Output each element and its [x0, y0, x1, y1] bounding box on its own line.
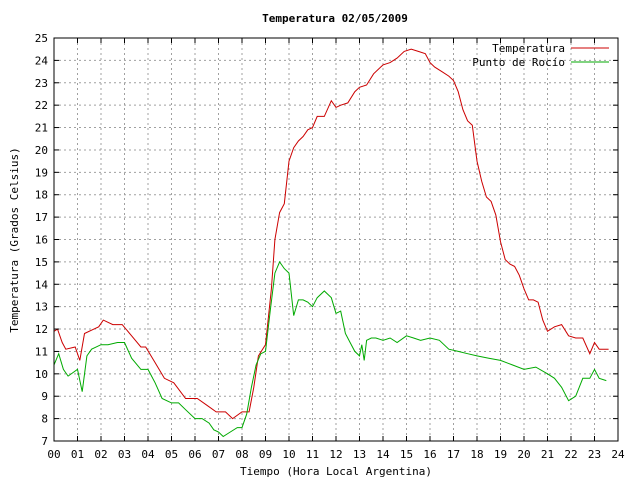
x-tick-label: 11: [306, 448, 319, 461]
x-tick-label: 08: [235, 448, 248, 461]
x-tick-label: 10: [282, 448, 295, 461]
y-tick-label: 23: [35, 77, 48, 90]
series-line-punto-de-rocio: [53, 260, 607, 438]
y-tick-label: 21: [35, 122, 48, 135]
x-tick-label: 06: [188, 448, 201, 461]
x-tick-label: 04: [141, 448, 155, 461]
grid-lines: [54, 38, 618, 441]
y-tick-label: 14: [35, 278, 49, 291]
y-tick-label: 9: [41, 390, 48, 403]
x-tick-label: 09: [259, 448, 272, 461]
y-tick-label: 17: [35, 211, 48, 224]
y-tick-label: 15: [35, 256, 48, 269]
x-tick-label: 24: [611, 448, 625, 461]
y-tick-label: 10: [35, 368, 48, 381]
y-tick-label: 13: [35, 301, 48, 314]
x-tick-label: 20: [517, 448, 530, 461]
x-tick-label: 13: [353, 448, 366, 461]
x-tick-label: 12: [329, 448, 342, 461]
y-tick-label: 20: [35, 144, 48, 157]
x-tick-label: 14: [376, 448, 390, 461]
x-tick-label: 05: [165, 448, 178, 461]
x-tick-label: 15: [400, 448, 413, 461]
x-tick-label: 17: [447, 448, 460, 461]
legend-label: Punto de Rocío: [472, 56, 565, 69]
x-tick-label: 03: [118, 448, 131, 461]
chart-title: Temperatura 02/05/2009: [262, 12, 408, 25]
y-tick-label: 22: [35, 99, 48, 112]
x-tick-label: 21: [541, 448, 554, 461]
x-axis-ticks: 00 01 02 03 04 05 06 07 08 09 10 11 12 13 14 15 16 17 18 19…: [47, 38, 625, 461]
y-tick-label: 11: [35, 345, 48, 358]
y-tick-label: 19: [35, 166, 48, 179]
y-tick-label: 24: [35, 54, 49, 67]
y-axis-label: Temperatura (Grados Celsius): [8, 147, 21, 332]
x-tick-label: 19: [494, 448, 507, 461]
x-tick-label: 01: [71, 448, 84, 461]
x-tick-label: 00: [47, 448, 60, 461]
y-tick-label: 12: [35, 323, 48, 336]
y-tick-label: 16: [35, 234, 48, 247]
x-tick-label: 23: [588, 448, 601, 461]
y-tick-label: 25: [35, 32, 48, 45]
x-tick-label: 07: [212, 448, 225, 461]
series-line-temperatura: [53, 48, 609, 420]
y-tick-label: 18: [35, 189, 48, 202]
series-layer: [53, 48, 609, 438]
x-tick-label: 16: [423, 448, 436, 461]
x-axis-label: Tiempo (Hora Local Argentina): [240, 465, 432, 478]
x-tick-label: 22: [564, 448, 577, 461]
y-tick-label: 8: [41, 413, 48, 426]
y-tick-label: 7: [41, 435, 48, 448]
x-tick-label: 18: [470, 448, 483, 461]
y-axis-ticks: 7 8 9 10 11 12 13 14 15 16 17 18 19 20 21 22 23 24 25: [35, 32, 618, 448]
x-tick-label: 02: [94, 448, 107, 461]
legend-label: Temperatura: [492, 42, 565, 55]
